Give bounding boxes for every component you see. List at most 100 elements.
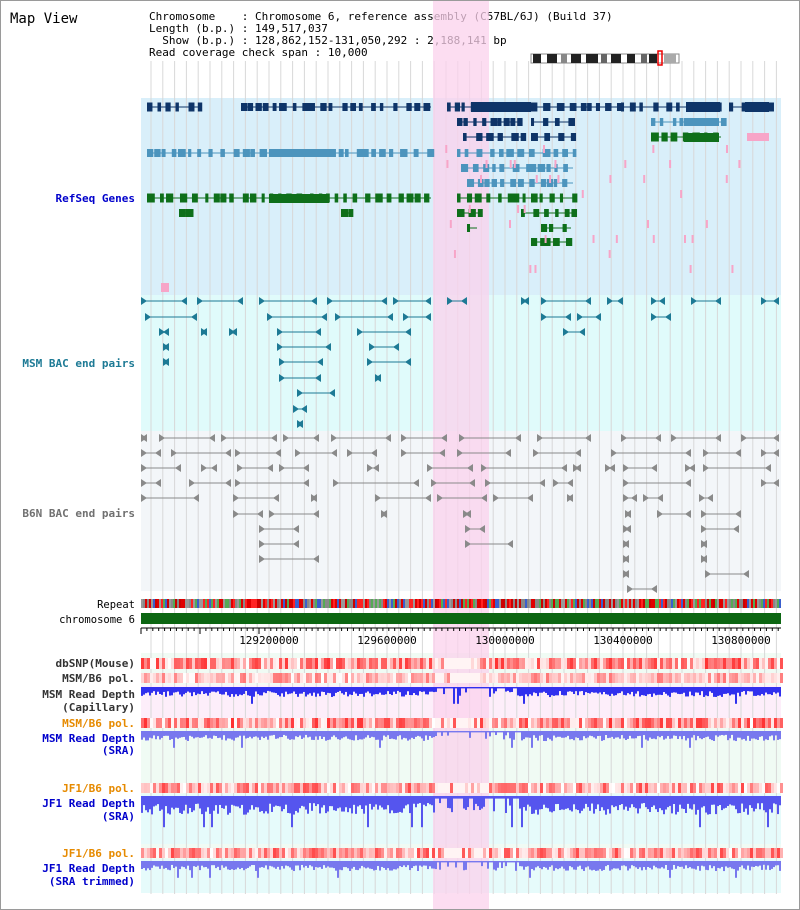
repeat-segment: [233, 599, 235, 608]
bac-end-right: [685, 449, 691, 457]
track-label-msm-bac[interactable]: MSM BAC end pairs: [22, 357, 135, 370]
heat-cell: [165, 658, 168, 669]
heat-cell: [675, 658, 678, 669]
gene-exon: [423, 103, 431, 111]
depth-bar: [635, 731, 637, 739]
read-depth-tracks[interactable]: [141, 687, 781, 878]
depth-bar: [353, 731, 355, 741]
track-label-jf1-b6-pol-2[interactable]: JF1/B6 pol.: [62, 847, 135, 860]
bac-end-right: [311, 297, 317, 305]
depth-bar: [273, 796, 275, 807]
depth-bar: [457, 796, 459, 799]
repeat-segment: [509, 599, 511, 608]
msm-bac-track[interactable]: [141, 297, 779, 428]
depth-bar: [245, 796, 247, 815]
depth-bar: [415, 796, 417, 808]
gene-pink-mark: [529, 265, 532, 273]
depth-bar: [195, 796, 197, 804]
gene-exon: [344, 149, 349, 157]
b6n-bac-track[interactable]: [141, 434, 779, 593]
repeat-segment: [719, 599, 721, 608]
bac-end-right: [373, 464, 379, 472]
repeat-segment: [471, 599, 473, 608]
bac-end-left: [761, 479, 767, 487]
depth-bar: [203, 796, 205, 828]
heat-cell: [282, 658, 285, 669]
depth-bar: [153, 796, 155, 807]
track-label-refseq[interactable]: RefSeq Genes: [56, 192, 135, 205]
repeat-track[interactable]: [141, 599, 781, 608]
depth-bar: [237, 861, 239, 868]
repeat-segment: [669, 599, 671, 608]
heat-cell: [411, 848, 414, 858]
heat-cell: [561, 673, 564, 683]
refseq-genes-track[interactable]: [147, 102, 774, 292]
depth-bar: [513, 687, 515, 689]
gene-exon: [540, 238, 548, 246]
depth-bar: [729, 687, 731, 696]
gene-pink-mark: [509, 220, 512, 228]
depth-bar: [405, 861, 407, 868]
depth-bar: [523, 796, 525, 808]
depth-bar: [161, 687, 163, 695]
track-label-msm-depth-capillary[interactable]: MSM Read Depth: [42, 688, 135, 701]
bac-end-left: [701, 525, 707, 533]
track-label-msm-b6-pol-2[interactable]: MSM/B6 pol.: [62, 717, 135, 730]
heat-cell: [474, 718, 477, 728]
track-label-b6n-bac[interactable]: B6N BAC end pairs: [22, 507, 135, 520]
heat-cell: [168, 718, 171, 728]
repeat-segment: [429, 599, 431, 608]
depth-bar: [379, 796, 381, 806]
heat-cell: [459, 673, 462, 683]
heat-cell: [420, 658, 423, 669]
repeat-segment: [179, 599, 181, 608]
heat-cell: [678, 658, 681, 669]
heat-cell: [378, 718, 381, 728]
heat-cell: [387, 673, 390, 683]
gene-exon: [499, 149, 504, 157]
heat-cell: [330, 783, 333, 793]
depth-bar: [377, 731, 379, 740]
track-label-jf1-depth-trimmed[interactable]: JF1 Read Depth: [42, 862, 135, 875]
gene-exon: [572, 193, 578, 203]
heat-cell: [186, 673, 189, 683]
heat-cell: [237, 658, 240, 669]
depth-bar: [489, 796, 491, 799]
heat-cell: [144, 783, 147, 793]
depth-bar: [683, 687, 685, 693]
heat-cell: [228, 658, 231, 669]
depth-bar: [205, 731, 207, 736]
depth-bar: [767, 731, 769, 741]
heat-cell: [666, 658, 669, 669]
chromosome-ideogram[interactable]: [530, 50, 680, 66]
gene-exon: [334, 193, 339, 203]
depth-bar: [147, 796, 149, 813]
gene-exon: [531, 103, 536, 111]
depth-bar: [443, 861, 445, 863]
heat-cell: [654, 658, 657, 669]
track-label-dbsnp[interactable]: dbSNP(Mouse): [56, 657, 135, 670]
gene-pink-mark: [683, 235, 686, 243]
track-label-jf1-b6-pol[interactable]: JF1/B6 pol.: [62, 782, 135, 795]
depth-bar: [189, 861, 191, 871]
depth-bar: [533, 687, 535, 693]
heatmap-tracks[interactable]: [141, 658, 783, 858]
depth-bar: [713, 687, 715, 697]
depth-bar: [719, 861, 721, 869]
bac-end-left: [279, 374, 285, 382]
track-label-msm-depth-sra[interactable]: MSM Read Depth: [42, 732, 135, 745]
heat-cell: [408, 718, 411, 728]
repeat-segment: [231, 599, 233, 608]
heat-cell: [771, 848, 774, 858]
bac-end-right: [527, 494, 533, 502]
heat-cell: [765, 718, 768, 728]
depth-bar: [517, 796, 519, 799]
heat-cell: [249, 673, 252, 683]
bac-end-right: [225, 479, 231, 487]
track-label-jf1-depth-sra[interactable]: JF1 Read Depth: [42, 797, 135, 810]
track-label-msm-b6-pol[interactable]: MSM/B6 pol.: [62, 672, 135, 685]
depth-bar: [507, 731, 509, 733]
heat-cell: [732, 848, 735, 858]
depth-bar: [619, 731, 621, 739]
depth-bar: [183, 861, 185, 868]
